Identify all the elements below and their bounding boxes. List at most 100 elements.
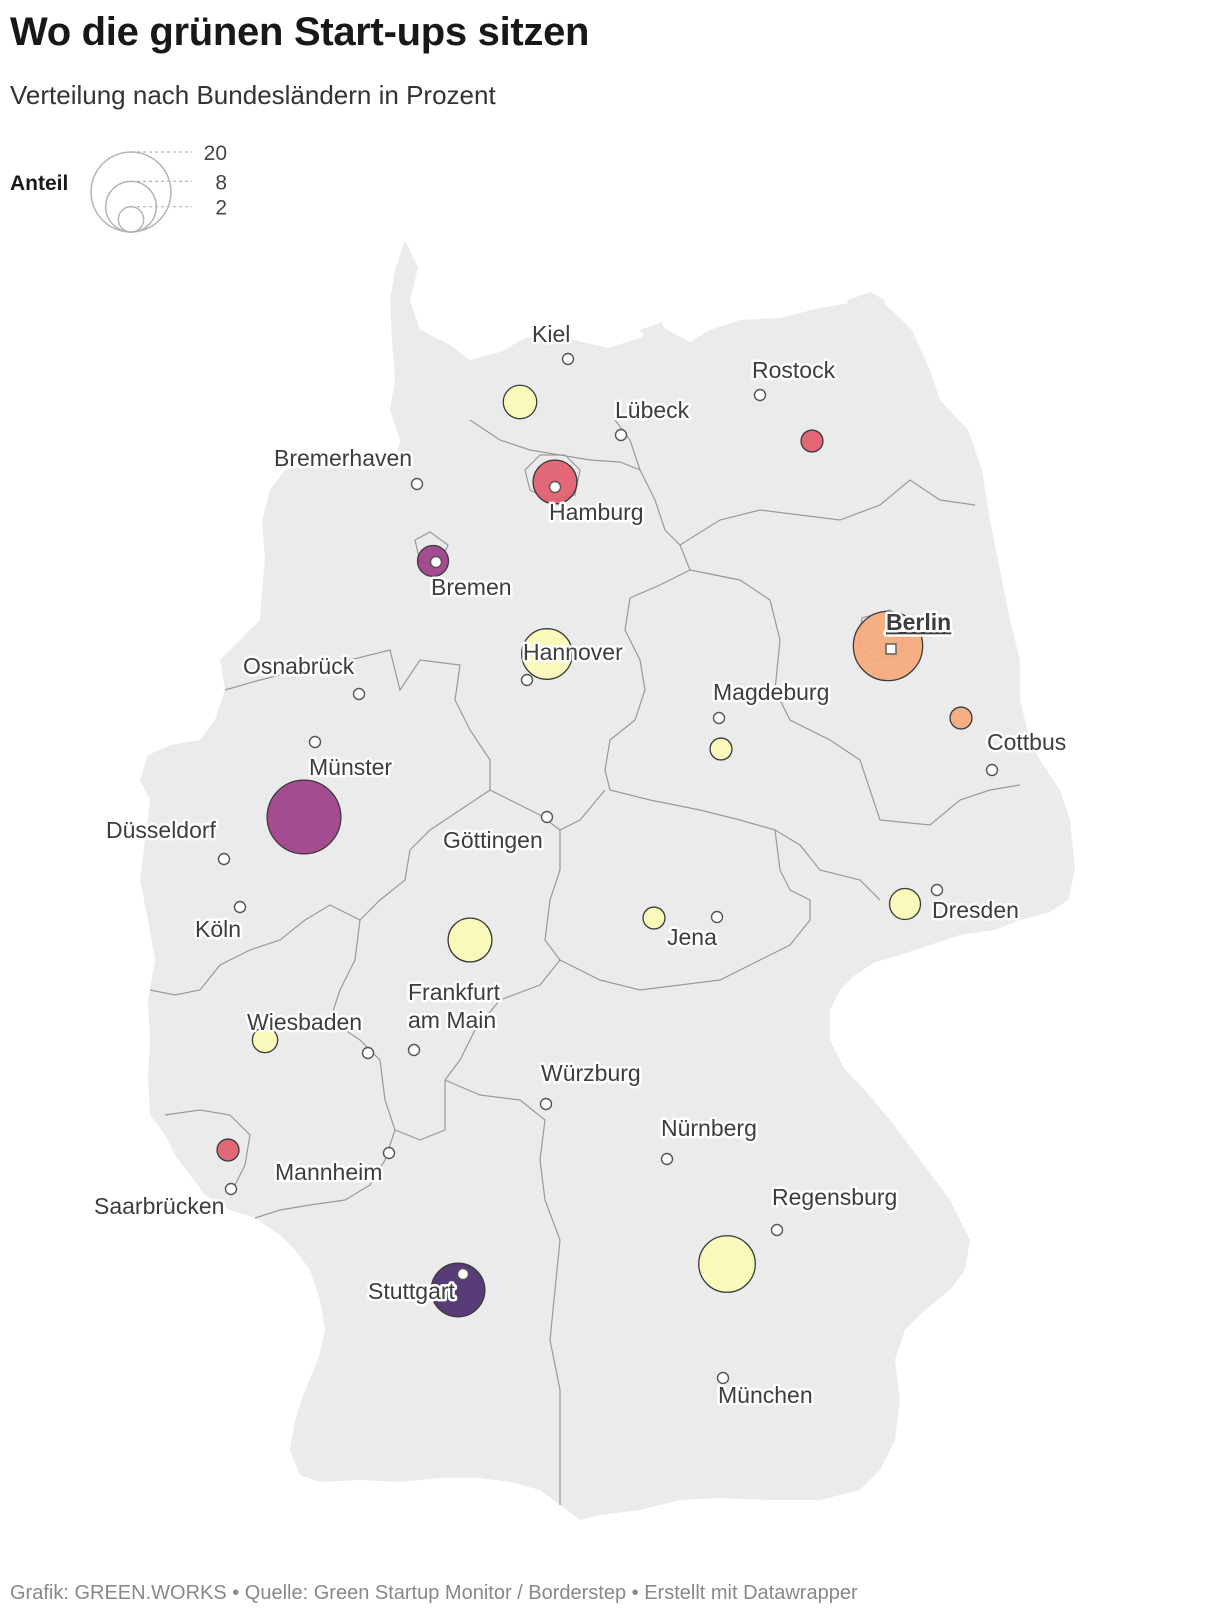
border-bw-by bbox=[444, 1079, 561, 1505]
border-sn-th bbox=[774, 829, 881, 901]
city-marker-kiel bbox=[561, 352, 575, 366]
legend-label-20: 20 bbox=[204, 142, 227, 165]
city-label-dresden: Dresden bbox=[932, 897, 1019, 923]
city-marker-lübeck bbox=[614, 428, 628, 442]
legend-title: Anteil bbox=[10, 172, 68, 195]
bubble-layer bbox=[216, 384, 973, 1318]
city-label-magdeburg: Magdeburg bbox=[713, 679, 829, 705]
border-he-th bbox=[544, 830, 561, 961]
city-label-düsseldorf: Düsseldorf bbox=[106, 817, 217, 843]
border-st-bb bbox=[689, 569, 871, 791]
city-marker-berlin bbox=[885, 643, 897, 655]
city-marker-osnabrück bbox=[352, 687, 366, 701]
city-marker-regensburg bbox=[770, 1223, 784, 1237]
fehmarn-island-shape bbox=[640, 322, 668, 342]
city-label-regensburg: Regensburg bbox=[772, 1184, 897, 1210]
border-mv-bb bbox=[679, 479, 976, 546]
city-marker-rostock bbox=[753, 388, 767, 402]
bubble-bayern[interactable] bbox=[698, 1235, 756, 1293]
city-label-würzburg: Würzburg bbox=[541, 1060, 641, 1086]
border-bb-sn bbox=[869, 784, 1021, 826]
city-marker-düsseldorf bbox=[217, 852, 231, 866]
city-marker-mannheim bbox=[382, 1146, 396, 1160]
border-st-sn bbox=[609, 789, 811, 901]
city-label-bremen: Bremen bbox=[431, 574, 512, 600]
bubble-rheinland-pfalz[interactable] bbox=[251, 1026, 279, 1054]
legend-label-8: 8 bbox=[215, 171, 227, 194]
city-layer: Kiel Rostock Lübeck Bremerhaven Hamburg Breme… bbox=[92, 319, 1069, 1411]
bubble-hessen[interactable] bbox=[447, 917, 493, 963]
city-marker-bremen bbox=[429, 555, 443, 569]
city-label-osnabrück: Osnabrück bbox=[243, 653, 355, 679]
border-he-bw bbox=[394, 1080, 446, 1141]
city-label-wiesbaden: Wiesbaden bbox=[247, 1009, 362, 1035]
border-he-by bbox=[444, 959, 561, 1081]
chart-title: Wo die grünen Start-ups sitzen bbox=[10, 10, 590, 54]
city-label-münster: Münster bbox=[309, 754, 392, 780]
city-marker-würzburg bbox=[539, 1097, 553, 1111]
border-ni-he bbox=[489, 789, 606, 831]
city-label-frankfurt-am-main: Frankfurt am Main bbox=[408, 979, 501, 1033]
city-marker-stuttgart bbox=[456, 1267, 470, 1281]
city-label-berlin: Berlin bbox=[886, 609, 951, 635]
legend-circle-2 bbox=[117, 205, 145, 233]
bubble-brandenburg[interactable] bbox=[949, 706, 973, 730]
city-marker-jena bbox=[710, 910, 724, 924]
city-marker-frankfurt-am-main bbox=[407, 1043, 421, 1057]
bubble-nordrhein-westfalen[interactable] bbox=[266, 779, 342, 855]
germany-land-shape bbox=[140, 240, 1075, 1520]
border-he-rp bbox=[329, 919, 396, 1131]
chart-subtitle: Verteilung nach Bundesländern in Prozent bbox=[10, 80, 496, 110]
city-label-cottbus: Cottbus bbox=[987, 729, 1066, 755]
city-marker-hannover bbox=[520, 673, 534, 687]
bubble-mecklenburg-vorpommern[interactable] bbox=[800, 429, 824, 453]
city-marker-nürnberg bbox=[660, 1152, 674, 1166]
city-label-jena: Jena bbox=[667, 924, 717, 950]
bubble-niedersachsen[interactable] bbox=[521, 628, 573, 680]
city-label-lübeck: Lübeck bbox=[615, 397, 690, 423]
bubble-sachsen-anhalt[interactable] bbox=[709, 737, 733, 761]
border-sh-ni bbox=[469, 419, 681, 546]
city-marker-dresden bbox=[930, 883, 944, 897]
border-nw-he bbox=[304, 789, 491, 921]
city-label-hamburg: Hamburg bbox=[549, 499, 644, 525]
city-label-köln: Köln bbox=[195, 916, 241, 942]
city-marker-münchen bbox=[716, 1371, 730, 1385]
city-label-stuttgart: Stuttgart bbox=[368, 1278, 456, 1304]
border-ni-nw bbox=[224, 649, 491, 790]
border-sh-mv bbox=[614, 419, 641, 471]
city-marker-köln bbox=[233, 900, 247, 914]
ruegen-island-shape bbox=[845, 292, 885, 325]
city-marker-saarbrücken bbox=[224, 1182, 238, 1196]
border-ni-st bbox=[604, 544, 691, 791]
city-marker-cottbus bbox=[985, 763, 999, 777]
city-label-hannover: Hannover bbox=[523, 639, 623, 665]
bubble-sachsen[interactable] bbox=[888, 887, 922, 921]
bubble-saarland[interactable] bbox=[216, 1138, 240, 1162]
city-label-münchen: München bbox=[718, 1382, 813, 1408]
legend-circle-20 bbox=[90, 151, 172, 233]
city-label-göttingen: Göttingen bbox=[443, 827, 543, 853]
city-label-saarbrücken: Saarbrücken bbox=[94, 1193, 224, 1219]
city-label-rostock: Rostock bbox=[752, 357, 836, 383]
bubble-thüringen[interactable] bbox=[642, 906, 666, 930]
city-marker-bremerhaven bbox=[410, 477, 424, 491]
bubble-baden-württemberg[interactable] bbox=[430, 1262, 486, 1318]
footer-text: Grafik: GREEN.WORKS • Quelle: Green Star… bbox=[10, 1582, 858, 1604]
city-marker-wiesbaden bbox=[361, 1046, 375, 1060]
city-label-kiel: Kiel bbox=[532, 321, 570, 347]
border-th-by bbox=[559, 900, 811, 991]
border-rp-bw bbox=[254, 1129, 396, 1219]
city-label-bremerhaven: Bremerhaven bbox=[274, 445, 412, 471]
city-label-nürnberg: Nürnberg bbox=[661, 1115, 757, 1141]
city-marker-hamburg bbox=[548, 480, 562, 494]
state-borders bbox=[149, 419, 1021, 1505]
city-marker-göttingen bbox=[540, 810, 554, 824]
border-nw-rp bbox=[149, 919, 306, 996]
bubble-schleswig-holstein[interactable] bbox=[502, 384, 538, 420]
border-rp-sl bbox=[164, 1109, 251, 1186]
